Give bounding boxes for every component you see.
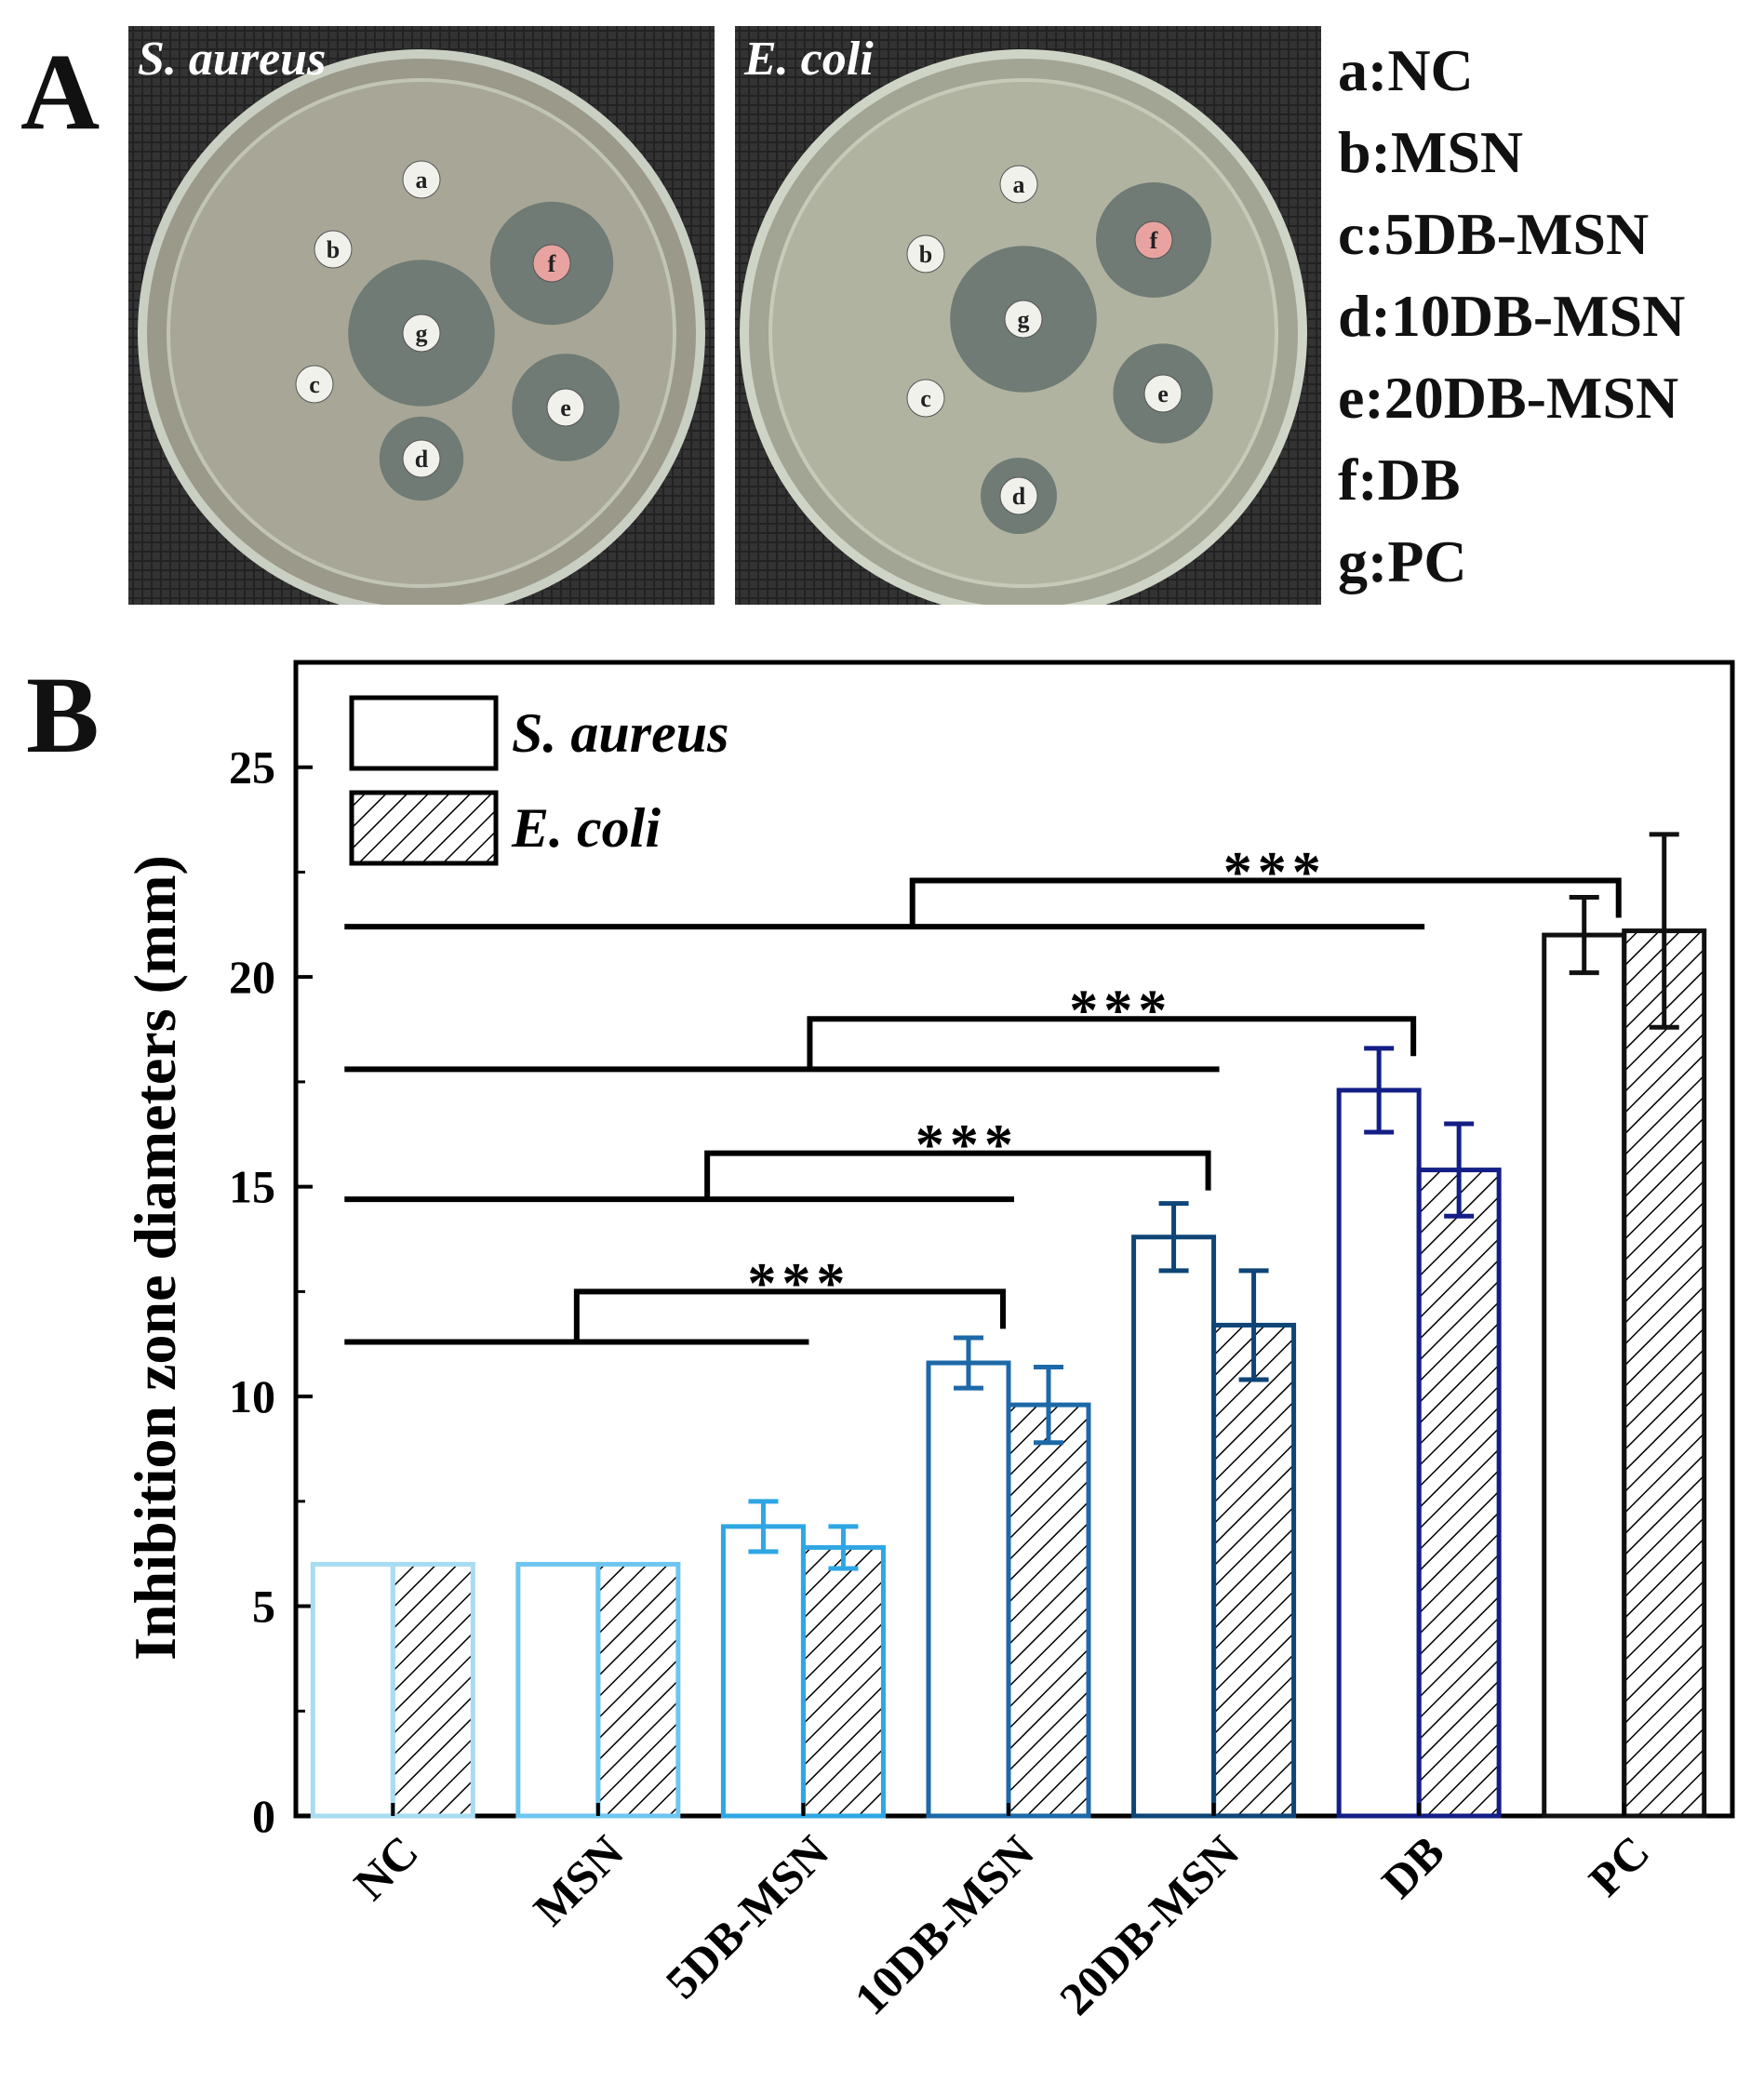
plate-photo-e-coli: a b c d e f g E. coli xyxy=(735,26,1321,605)
y-tick-label: 10 xyxy=(229,1370,275,1422)
bar-s-aureus xyxy=(926,1360,1011,1819)
bar-e-coli xyxy=(1416,1168,1502,1819)
antibiotic-disk-b xyxy=(314,230,353,269)
plate-title-e-coli: E. coli xyxy=(744,33,874,86)
bar-e-coli xyxy=(1622,928,1707,1819)
y-tick-label: 15 xyxy=(229,1161,275,1213)
y-tick-label: 5 xyxy=(252,1581,275,1633)
bar-e-coli xyxy=(800,1544,886,1819)
x-tick-label: 5DB-MSN xyxy=(655,1825,838,2009)
key-item-a: a:NC xyxy=(1338,37,1474,103)
bar-e-coli xyxy=(1006,1402,1091,1819)
significance-label: *** xyxy=(747,1252,850,1315)
disk-label-g: g xyxy=(416,320,428,347)
x-tick-label: 10DB-MSN xyxy=(844,1825,1043,2024)
x-tick-label: DB xyxy=(1371,1825,1454,1908)
disk-label-a: a xyxy=(1013,171,1025,198)
disk-label-d: d xyxy=(415,446,429,473)
x-tick-label: MSN xyxy=(523,1825,633,1935)
key-item-b: b:MSN xyxy=(1338,119,1524,185)
significance-label: *** xyxy=(1223,841,1327,904)
disk-label-f: f xyxy=(1150,227,1158,254)
key-item-c: c:5DB-MSN xyxy=(1338,201,1650,267)
y-tick-label: 20 xyxy=(229,951,275,1003)
legend-swatch-e-coli xyxy=(349,790,499,866)
significance-bracket xyxy=(573,1288,1006,1342)
bar-s-aureus xyxy=(1336,1088,1422,1819)
plate-title-s-aureus: S. aureus xyxy=(138,33,327,86)
key-item-d: d:10DB-MSN xyxy=(1338,283,1686,349)
antibiotic-disk-c xyxy=(906,379,945,418)
disk-label-d: d xyxy=(1012,483,1026,510)
disk-label-c: c xyxy=(920,385,931,412)
significance-bracket xyxy=(807,1016,1417,1070)
x-tick-label: PC xyxy=(1579,1825,1660,1906)
disk-label-f: f xyxy=(548,250,556,277)
legend-label: S. aureus xyxy=(512,702,728,764)
y-axis-label: Inhibition zone diameters (mm) xyxy=(122,855,188,1661)
bar-s-aureus xyxy=(515,1561,601,1819)
antibiotic-disk-c xyxy=(295,365,334,404)
panel-a-label: A xyxy=(20,31,100,153)
disk-label-a: a xyxy=(416,167,428,194)
bar-s-aureus xyxy=(1131,1235,1217,1819)
disk-label-b: b xyxy=(327,236,340,263)
antibiotic-disk-a xyxy=(402,160,441,199)
y-tick-label: 0 xyxy=(252,1790,275,1842)
disk-label-g: g xyxy=(1018,306,1030,333)
petri-dish-s-aureus: a b c d e f g xyxy=(128,26,715,605)
sample-key: a:NC b:MSN c:5DB-MSN d:10DB-MSN e:20DB-M… xyxy=(1338,30,1685,603)
bar-s-aureus xyxy=(720,1524,806,1819)
antibiotic-disk-f xyxy=(1134,220,1173,260)
significance-bracket xyxy=(909,877,1622,928)
antibiotic-disk-e xyxy=(546,388,585,427)
key-item-f: f:DB xyxy=(1338,447,1461,513)
antibiotic-disk-e xyxy=(1143,374,1183,413)
significance-label: *** xyxy=(1069,980,1172,1043)
disk-label-c: c xyxy=(309,371,320,398)
panel-b-label: B xyxy=(26,654,100,776)
disk-label-b: b xyxy=(919,241,932,268)
antibiotic-disk-a xyxy=(999,165,1038,204)
x-tick-label: NC xyxy=(343,1825,428,1910)
legend-label: E. coli xyxy=(511,797,661,859)
bar-s-aureus xyxy=(1542,932,1627,1819)
bar-e-coli xyxy=(1211,1322,1297,1819)
legend-swatch-s-aureus xyxy=(349,695,499,771)
antibiotic-disk-b xyxy=(906,234,945,274)
disk-label-e: e xyxy=(1157,380,1169,407)
antibiotic-disk-g xyxy=(1004,300,1043,339)
significance-bracket xyxy=(704,1150,1211,1200)
disk-label-e: e xyxy=(560,394,571,421)
key-item-e: e:20DB-MSN xyxy=(1338,365,1679,431)
antibiotic-disk-f xyxy=(532,244,571,283)
x-tick-label: 20DB-MSN xyxy=(1049,1825,1249,2024)
antibiotic-disk-d xyxy=(999,476,1038,515)
bar-e-coli xyxy=(390,1561,475,1819)
key-item-g: g:PC xyxy=(1338,528,1467,594)
y-tick-label: 25 xyxy=(229,741,275,794)
bars xyxy=(310,832,1707,1819)
bar-e-coli xyxy=(595,1561,681,1819)
bar-s-aureus xyxy=(310,1561,395,1819)
antibiotic-disk-g xyxy=(402,314,441,353)
petri-dish-e-coli: a b c d e f g xyxy=(735,26,1321,605)
significance-label: *** xyxy=(915,1114,1019,1177)
plate-photo-s-aureus: a b c d e f g S. aureus xyxy=(128,26,715,605)
antibiotic-disk-d xyxy=(402,439,441,478)
